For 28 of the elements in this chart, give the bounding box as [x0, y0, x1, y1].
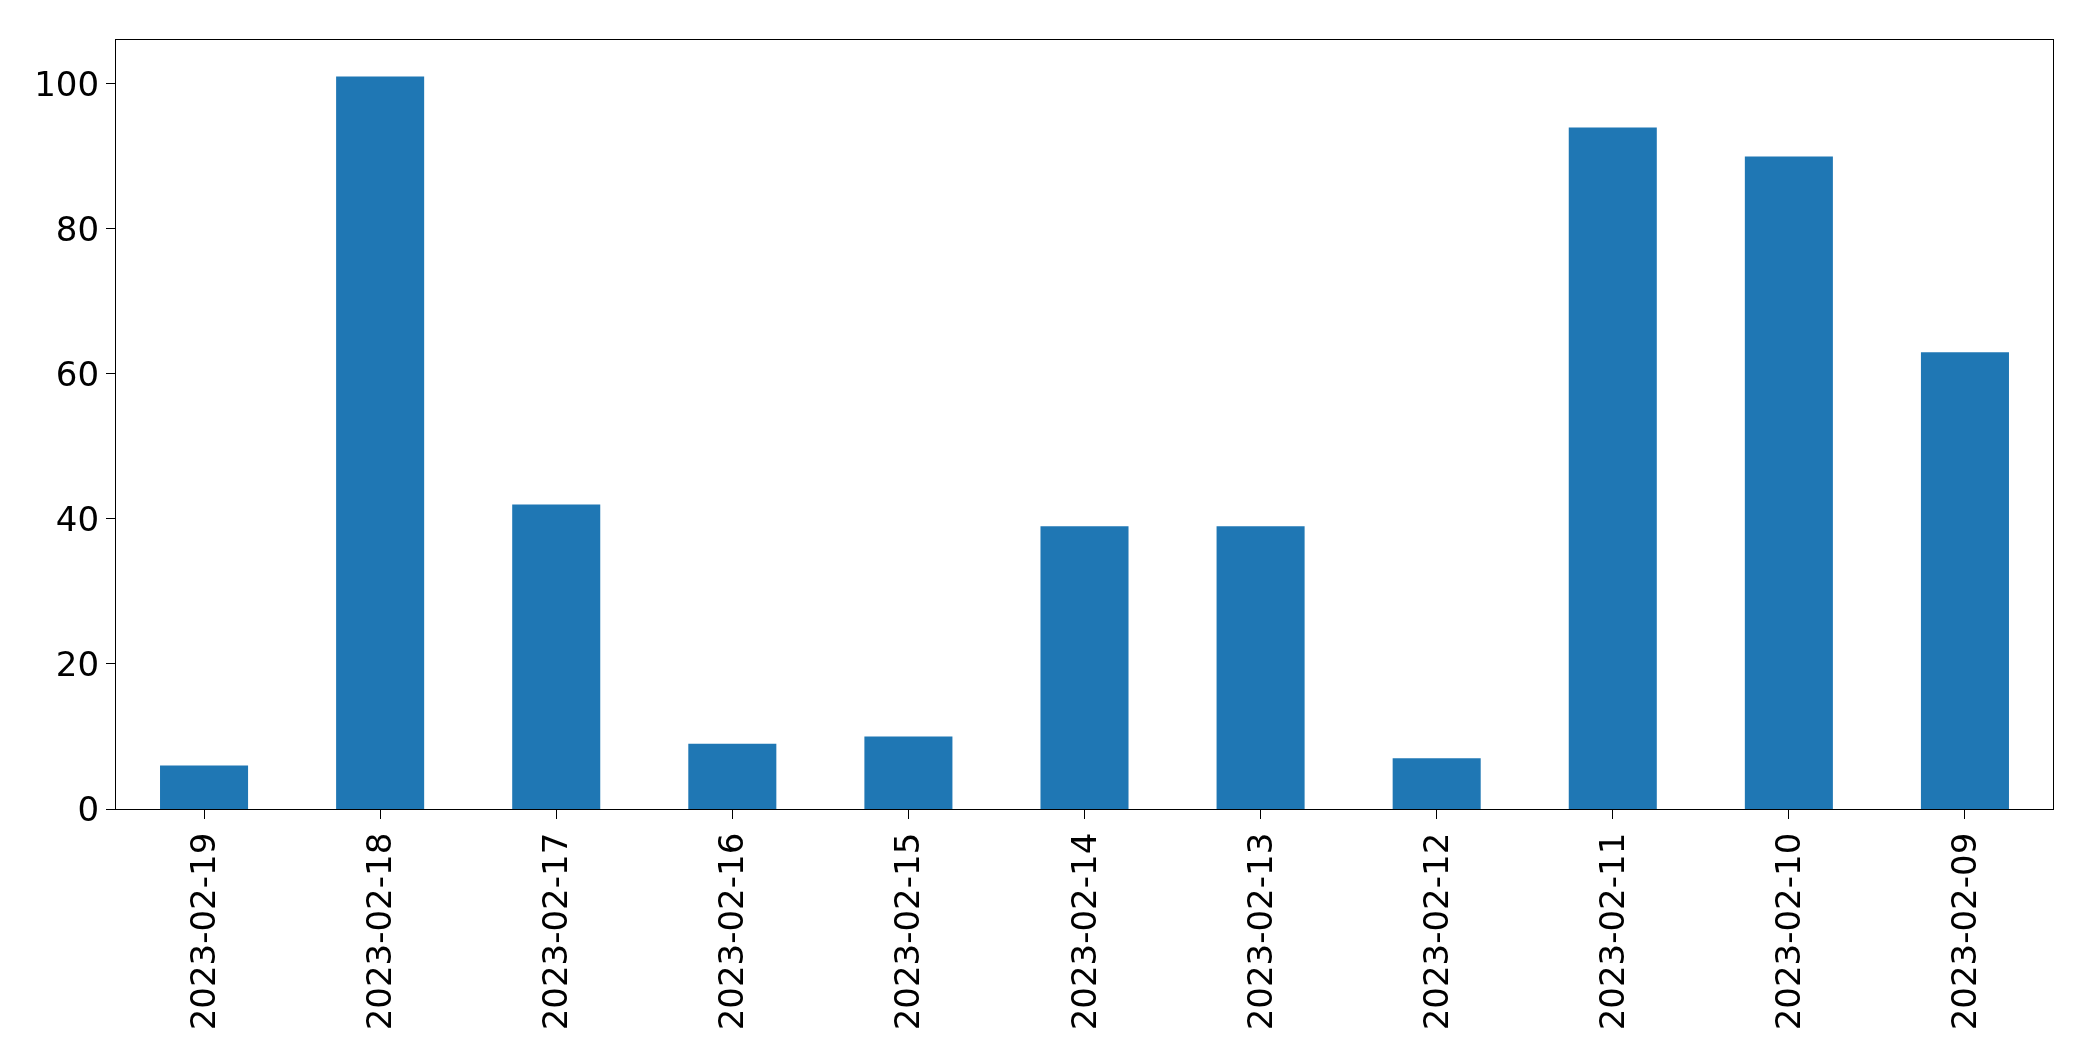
- bar: [1216, 526, 1305, 809]
- bar: [1040, 526, 1129, 809]
- x-tick-label: 2023-02-17: [535, 832, 576, 1031]
- bar: [336, 76, 425, 809]
- bar: [160, 765, 249, 809]
- x-tick-label: 2023-02-09: [1944, 832, 1984, 1031]
- bar: [1568, 127, 1657, 809]
- y-tick-label: 60: [55, 353, 100, 394]
- x-tick-label: 2023-02-11: [1591, 832, 1632, 1031]
- x-tick-label: 2023-02-10: [1767, 832, 1808, 1031]
- x-tick-label: 2023-02-14: [1063, 832, 1104, 1031]
- bar: [1392, 758, 1481, 809]
- x-tick-label: 2023-02-12: [1415, 832, 1456, 1031]
- x-tick-label: 2023-02-19: [183, 832, 224, 1031]
- bar: [864, 736, 953, 809]
- y-tick-label: 0: [77, 788, 100, 829]
- y-tick-label: 40: [55, 498, 100, 539]
- y-tick-label: 100: [34, 63, 100, 104]
- bar: [1920, 352, 2009, 809]
- x-tick-label: 2023-02-15: [887, 832, 928, 1031]
- x-tick-label: 2023-02-13: [1239, 832, 1280, 1031]
- bar: [512, 504, 601, 809]
- bar: [1744, 156, 1833, 809]
- bar: [688, 743, 777, 809]
- x-tick-label: 2023-02-16: [711, 832, 752, 1031]
- y-tick-label: 80: [55, 208, 100, 249]
- x-tick-label: 2023-02-18: [359, 832, 400, 1031]
- y-tick-label: 20: [55, 643, 100, 684]
